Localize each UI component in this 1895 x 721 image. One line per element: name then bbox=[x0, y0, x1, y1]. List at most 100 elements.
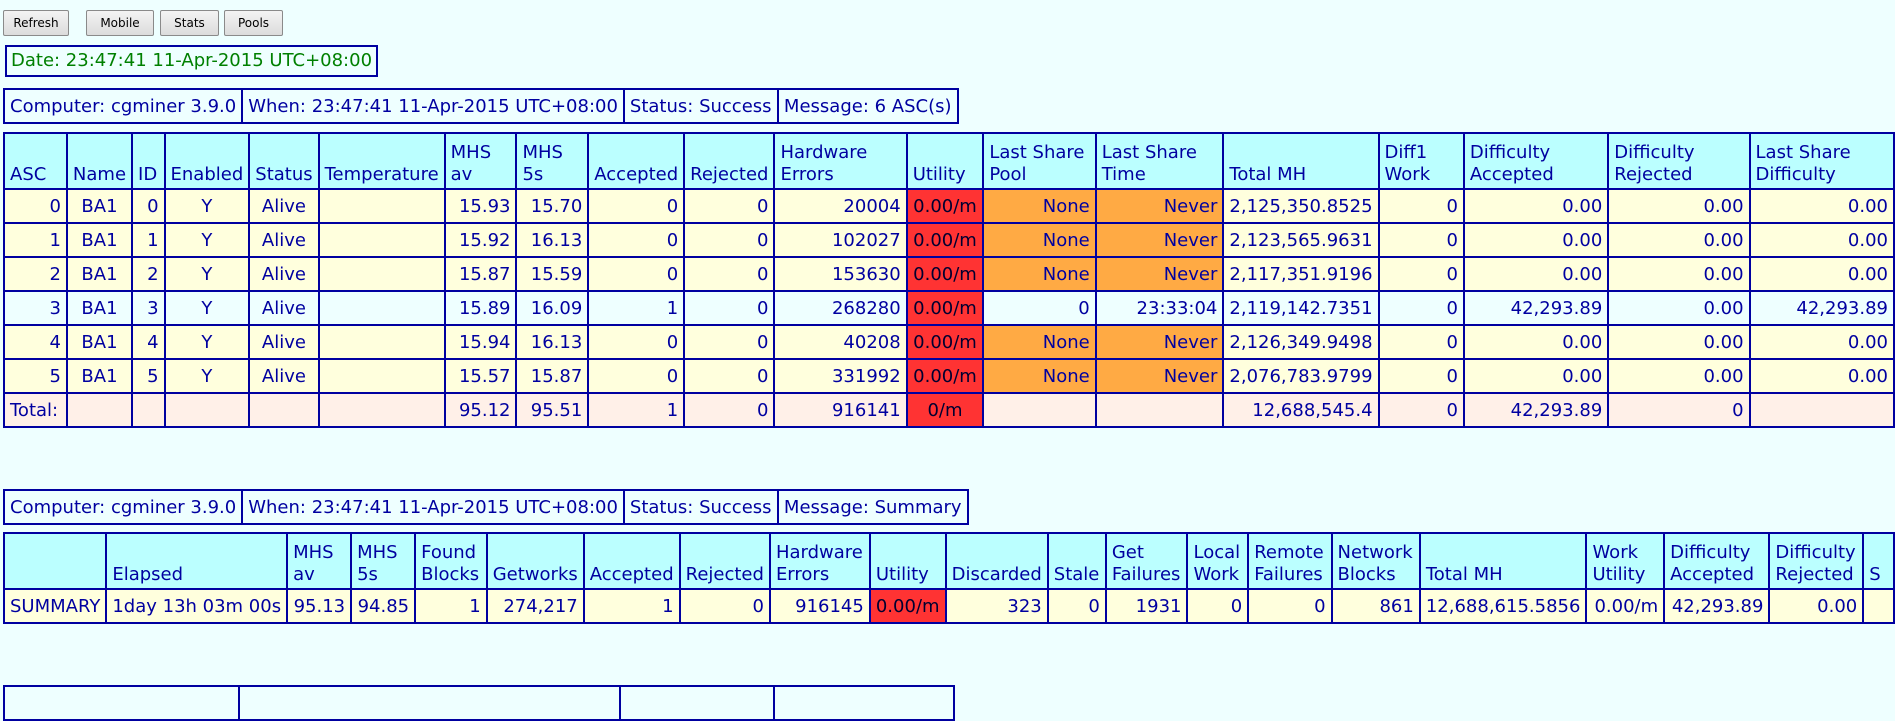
column-header: Total MH bbox=[1418, 532, 1588, 590]
table-cell: BA1 bbox=[65, 256, 134, 292]
table-row: 5 BA1 5 Y Alive 15.57 15.87 0 0 331992 0.00/m None N… bbox=[3, 358, 1895, 394]
table-cell bbox=[317, 222, 446, 258]
table-cell: 0.00/m bbox=[905, 222, 985, 258]
column-header: Last Share Difficulty bbox=[1748, 132, 1895, 190]
table-cell: 0.00 bbox=[1748, 358, 1895, 394]
info-message: Message: Summary bbox=[776, 489, 969, 525]
table-cell: 4 bbox=[131, 324, 166, 360]
column-header: Work Utility bbox=[1585, 532, 1666, 590]
table-cell: 15.94 bbox=[443, 324, 518, 360]
table-cell: 16.09 bbox=[515, 290, 590, 326]
table-cell: 2,076,783.9799 bbox=[1222, 358, 1380, 394]
table-cell: 42,293.89 bbox=[1663, 588, 1771, 624]
table-cell: 102027 bbox=[773, 222, 908, 258]
column-header: Status bbox=[248, 132, 320, 190]
column-header: Local Work bbox=[1186, 532, 1250, 590]
table-cell: Y bbox=[163, 324, 251, 360]
table-cell: Never bbox=[1094, 222, 1225, 258]
refresh-button[interactable]: Refresh bbox=[3, 10, 69, 36]
table-cell: 42,293.89 bbox=[1462, 290, 1610, 326]
column-header: Accepted bbox=[587, 132, 686, 190]
table-cell: 12,688,615.5856 bbox=[1418, 588, 1588, 624]
table-cell: Y bbox=[163, 358, 251, 394]
info-message: Message: 6 ASC(s) bbox=[776, 88, 959, 124]
table-cell: 0 bbox=[683, 324, 776, 360]
table-cell: 268280 bbox=[773, 290, 908, 326]
column-header: Difficulty Rejected bbox=[1768, 532, 1865, 590]
column-header: MHS 5s bbox=[515, 132, 590, 190]
table-cell: 323 bbox=[944, 588, 1049, 624]
table-cell: None bbox=[982, 358, 1097, 394]
table-cell: 23:33:04 bbox=[1094, 290, 1225, 326]
column-header: Hardware Errors bbox=[768, 532, 871, 590]
column-header: Stale bbox=[1046, 532, 1107, 590]
table-cell: Alive bbox=[248, 256, 320, 292]
table-cell bbox=[163, 392, 251, 428]
table-cell: Y bbox=[163, 222, 251, 258]
table-cell: 0 bbox=[1247, 588, 1333, 624]
table-cell: 0 bbox=[683, 188, 776, 224]
table-cell: 1day 13h 03m 00s bbox=[105, 588, 289, 624]
table-cell: 0/m bbox=[905, 392, 985, 428]
table-cell: Alive bbox=[248, 290, 320, 326]
table-cell: Alive bbox=[248, 222, 320, 258]
column-header: Rejected bbox=[678, 532, 771, 590]
table-cell: 2 bbox=[3, 256, 68, 292]
table-cell bbox=[317, 188, 446, 224]
date-line: Date: 23:47:41 11-Apr-2015 UTC+08:00 bbox=[5, 45, 379, 77]
info-bar-next bbox=[3, 685, 955, 721]
column-header: MHS 5s bbox=[350, 532, 417, 590]
column-header: Last Share Time bbox=[1094, 132, 1225, 190]
table-cell: 0 bbox=[1377, 256, 1465, 292]
table-cell: 0.00 bbox=[1607, 222, 1751, 258]
table-cell: 0 bbox=[1377, 324, 1465, 360]
table-cell bbox=[1094, 392, 1225, 428]
column-header: ASC bbox=[3, 132, 68, 190]
table-cell: 95.51 bbox=[515, 392, 590, 428]
table-row: 4 BA1 4 Y Alive 15.94 16.13 0 0 40208 0.00/m None Ne… bbox=[3, 324, 1895, 360]
info-bar-asc: Computer: cgminer 3.9.0 When: 23:47:41 1… bbox=[2, 88, 959, 124]
table-cell: 0.00 bbox=[1607, 290, 1751, 326]
table-cell: 0.00 bbox=[1748, 324, 1895, 360]
table-cell bbox=[317, 256, 446, 292]
table-cell: Never bbox=[1094, 256, 1225, 292]
table-cell: 0.00 bbox=[1462, 222, 1610, 258]
table-cell: None bbox=[982, 324, 1097, 360]
table-cell: 4 bbox=[3, 324, 68, 360]
table-cell: 95.13 bbox=[286, 588, 353, 624]
total-row: Total: 95.12 95.51 1 0 916141 0/m 12,688,545.4 0… bbox=[3, 392, 1895, 428]
summary-table: Elapsed MHS av MHS 5s Found Blocks Getworks A… bbox=[2, 532, 1895, 624]
table-row: 3 BA1 3 Y Alive 15.89 16.09 1 0 268280 0.00/m 0 23:3… bbox=[3, 290, 1895, 326]
asc-table: ASC Name ID Enabled Status Temperature MHS av M… bbox=[3, 132, 1895, 428]
table-cell: 2 bbox=[131, 256, 166, 292]
table-cell: 916141 bbox=[773, 392, 908, 428]
table-cell: 0 bbox=[1046, 588, 1107, 624]
table-cell: None bbox=[982, 256, 1097, 292]
table-cell: 15.70 bbox=[515, 188, 590, 224]
summary-row: SUMMARY 1day 13h 03m 00s 95.13 94.85 1 274,21… bbox=[2, 588, 1895, 624]
table-cell: None bbox=[982, 222, 1097, 258]
table-cell: 0.00 bbox=[1607, 256, 1751, 292]
table-cell: 2,117,351.9196 bbox=[1222, 256, 1380, 292]
pools-button[interactable]: Pools bbox=[224, 10, 283, 36]
table-cell bbox=[317, 324, 446, 360]
column-header: Elapsed bbox=[105, 532, 289, 590]
table-cell: BA1 bbox=[65, 290, 134, 326]
table-cell: 0.00 bbox=[1607, 188, 1751, 224]
table-cell bbox=[317, 290, 446, 326]
table-cell: SUMMARY bbox=[2, 588, 108, 624]
stats-button[interactable]: Stats bbox=[160, 10, 219, 36]
table-cell: BA1 bbox=[65, 188, 134, 224]
table-cell bbox=[65, 392, 134, 428]
table-cell: 1 bbox=[3, 222, 68, 258]
column-header: Rejected bbox=[683, 132, 776, 190]
table-cell: 0.00 bbox=[1768, 588, 1865, 624]
table-cell: 20004 bbox=[773, 188, 908, 224]
column-header: Utility bbox=[868, 532, 947, 590]
table-cell: 0 bbox=[683, 222, 776, 258]
table-cell: Alive bbox=[248, 188, 320, 224]
table-cell: 0 bbox=[1377, 358, 1465, 394]
table-cell bbox=[248, 392, 320, 428]
mobile-button[interactable]: Mobile bbox=[86, 10, 154, 36]
table-cell: Total: bbox=[3, 392, 68, 428]
